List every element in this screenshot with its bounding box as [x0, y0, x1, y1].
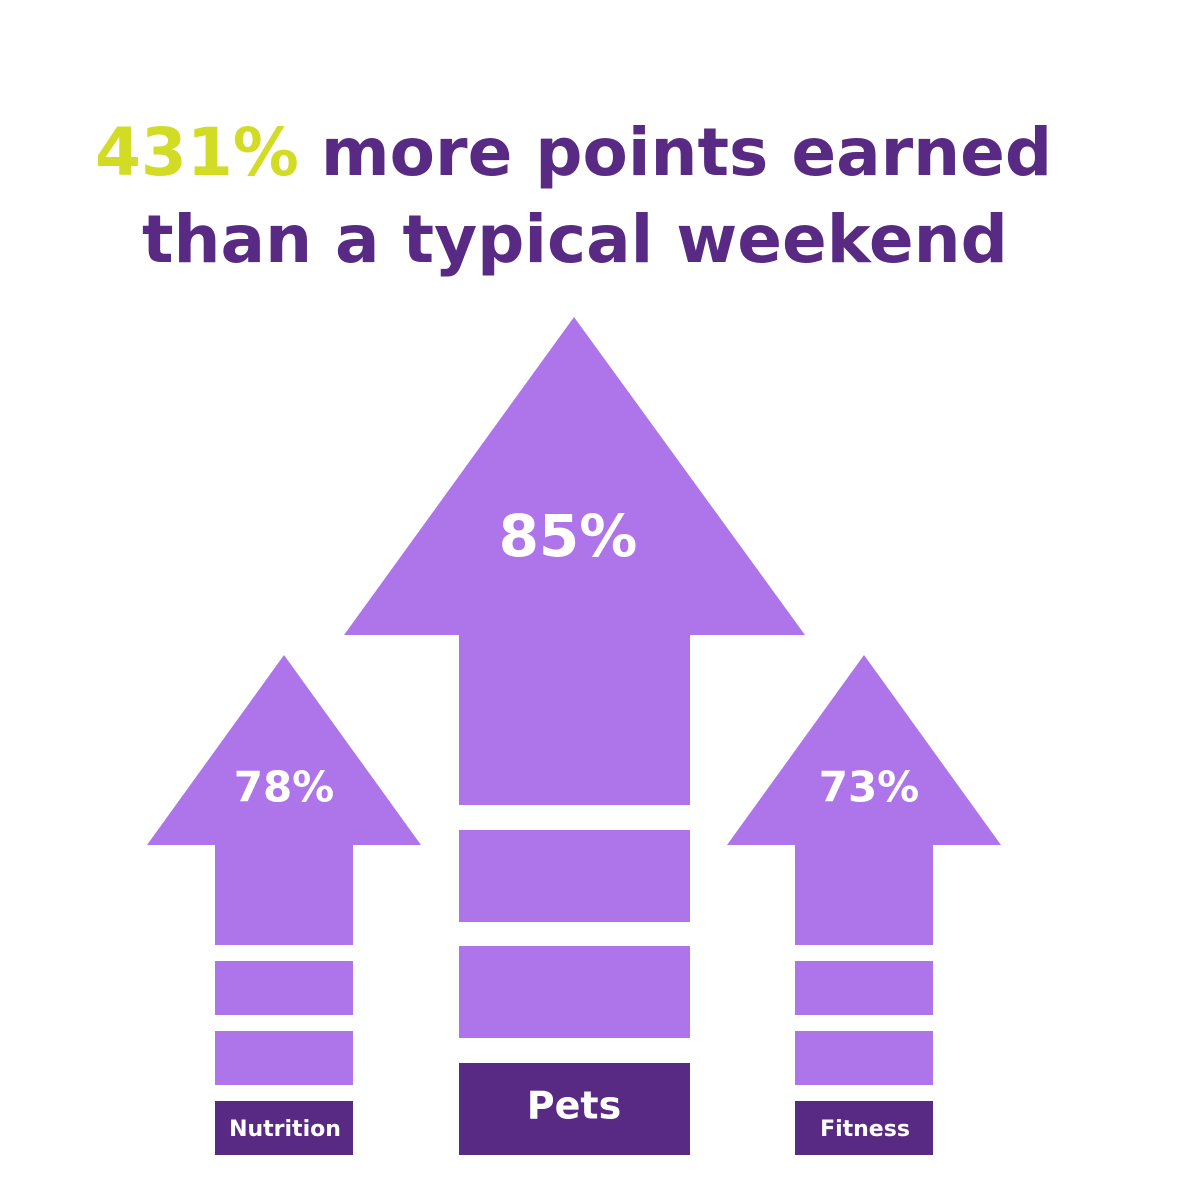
label-box — [795, 1101, 933, 1155]
label-box — [215, 1101, 353, 1155]
arrow-head — [727, 655, 1001, 945]
label-box — [459, 1063, 690, 1155]
arrow-block — [215, 1031, 353, 1085]
arrow-block — [215, 961, 353, 1015]
title-line-2: than a typical weekend — [142, 201, 1008, 278]
arrow-pets: 85% Pets — [344, 317, 805, 1155]
title-rest: more points earned — [321, 114, 1052, 191]
label: Fitness — [820, 1117, 910, 1142]
arrow-block — [459, 946, 690, 1038]
arrow-block — [795, 961, 933, 1015]
arrow-nutrition: 78% Nutrition — [147, 655, 421, 1155]
arrow-block — [459, 830, 690, 922]
label: Pets — [527, 1084, 621, 1128]
value: 78% — [234, 763, 335, 812]
arrow-head — [147, 655, 421, 945]
arrow-block — [795, 1031, 933, 1085]
label: Nutrition — [229, 1117, 341, 1142]
highlight: 431% — [95, 114, 299, 191]
title-line-1: 431% more points earned — [95, 114, 1052, 191]
arrow-head — [344, 317, 805, 805]
value: 85% — [499, 502, 638, 570]
arrow-fitness: 73% Fitness — [727, 655, 1001, 1155]
value: 73% — [819, 763, 920, 812]
